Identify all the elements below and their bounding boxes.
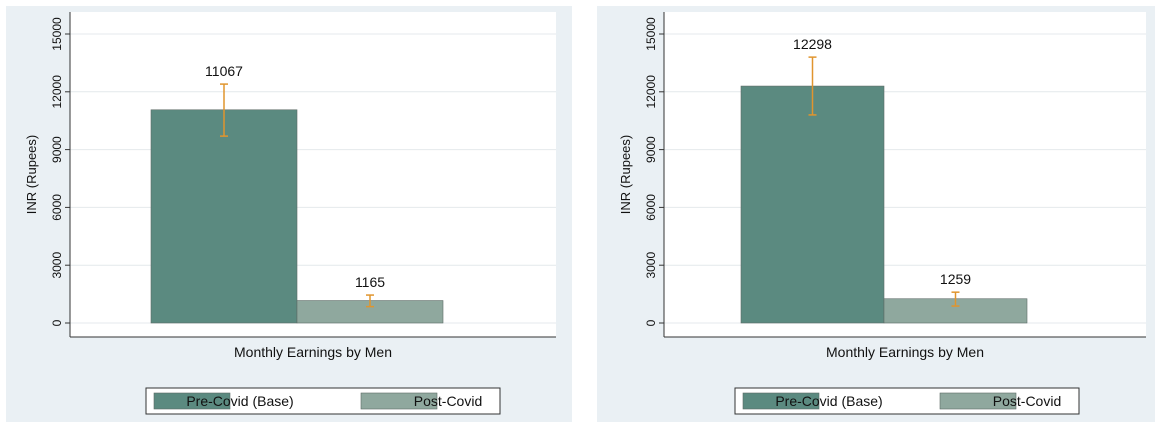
legend-swatch	[153, 392, 231, 410]
y-tick-label: 9000	[50, 136, 64, 163]
legend-label: Post-Covid	[414, 393, 482, 409]
legend-swatch	[742, 392, 820, 410]
bar-pre-covid	[150, 109, 298, 324]
legend-label: Post-Covid	[993, 393, 1061, 409]
plot-area	[70, 12, 556, 337]
y-tick-label: 3000	[50, 252, 64, 279]
bar-pre-covid	[740, 85, 885, 324]
data-label: 11067	[205, 63, 243, 79]
y-tick-label: 6000	[644, 194, 658, 221]
y-tick-label: 12000	[644, 75, 658, 109]
x-axis-title: Monthly Earnings by Men	[234, 344, 392, 360]
y-tick-label: 15000	[50, 17, 64, 51]
y-tick-label: 0	[644, 319, 658, 326]
data-label: 1165	[355, 274, 385, 290]
y-tick-label: 3000	[644, 252, 658, 279]
legend: Pre-Covid (Base) Post-Covid	[734, 387, 1080, 415]
y-tick-label: 0	[50, 319, 64, 326]
y-tick-label: 12000	[50, 75, 64, 109]
y-axis-title: INR (Rupees)	[618, 135, 633, 214]
legend: Pre-Covid (Base) Post-Covid	[145, 387, 501, 415]
chart-panel-1: 0 3000 6000 9000 12000 15000 INR (Rupees) 11067…	[6, 6, 572, 422]
y-axis-title: INR (Rupees)	[24, 135, 39, 214]
x-axis-title: Monthly Earnings by Men	[826, 344, 984, 360]
y-tick-label: 6000	[50, 194, 64, 221]
legend-label: Pre-Covid (Base)	[186, 393, 293, 409]
data-label: 12298	[793, 36, 832, 52]
y-tick-label: 15000	[644, 17, 658, 51]
legend-swatch	[939, 392, 1017, 410]
y-tick-label: 9000	[644, 136, 658, 163]
legend-swatch	[360, 392, 438, 410]
legend-label: Pre-Covid (Base)	[775, 393, 882, 409]
data-label: 1259	[940, 271, 971, 287]
chart-panel-2: 0 3000 6000 9000 12000 15000 INR (Rupees) 12298…	[597, 6, 1155, 422]
plot-area	[664, 12, 1146, 337]
